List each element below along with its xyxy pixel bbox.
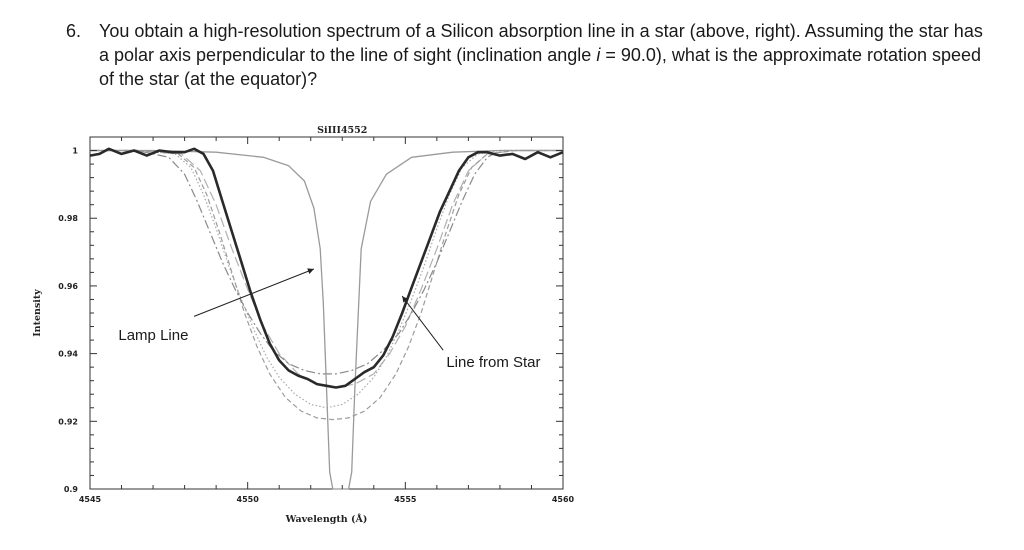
y-tick-label: 0.92 — [58, 417, 78, 426]
y-tick-label: 0.9 — [64, 485, 79, 494]
tick-layer: 4545 4550 4555 4560 0.9 0.92 0.94 0.96 0.98 1 — [58, 136, 575, 504]
x-tick-label: 4550 — [237, 495, 260, 504]
y-tick-label: 0.94 — [58, 350, 78, 359]
plot-border — [89, 136, 564, 490]
annotation-label: Lamp Line — [118, 327, 188, 344]
y-tick-label: 0.96 — [58, 282, 78, 291]
y-tick-label: 0.98 — [58, 214, 78, 223]
annotation-layer: Lamp Line Line from Star — [118, 268, 541, 371]
question-text-part2: = 90.0), what is the approximate rotatio… — [99, 45, 982, 89]
x-axis-title: Wavelength (Å) — [285, 513, 368, 525]
annotation-label: Line from Star — [446, 354, 540, 371]
annotation-arrowhead — [307, 268, 314, 274]
series-line-long-dash — [90, 149, 563, 389]
x-tick-label: 4545 — [79, 495, 102, 504]
x-tick-label: 4555 — [394, 495, 417, 504]
series-layer — [89, 147, 564, 490]
annotation-pointer — [401, 295, 444, 351]
series-line-dotted — [90, 149, 563, 409]
question-text: You obtain a high-resolution spectrum of… — [99, 19, 989, 91]
series-line-thick-solid — [89, 147, 564, 389]
annotation-pointer — [193, 268, 315, 317]
y-axis-title: Intensity — [32, 289, 43, 337]
question-number: 6. — [66, 21, 82, 41]
series-line-dashed — [90, 149, 563, 421]
plot-frame — [89, 136, 564, 490]
y-tick-label: 1 — [72, 147, 78, 156]
annotation-arrowhead — [402, 296, 409, 303]
inclination-symbol: i — [596, 45, 601, 65]
chart-title: SiIII4552 — [317, 125, 367, 136]
question-text-part1: You obtain a high-resolution spectrum of… — [99, 21, 983, 65]
series-line-dash-dot — [90, 149, 563, 375]
x-tick-label: 4560 — [552, 495, 575, 504]
series-line-solid-thin — [90, 149, 563, 490]
